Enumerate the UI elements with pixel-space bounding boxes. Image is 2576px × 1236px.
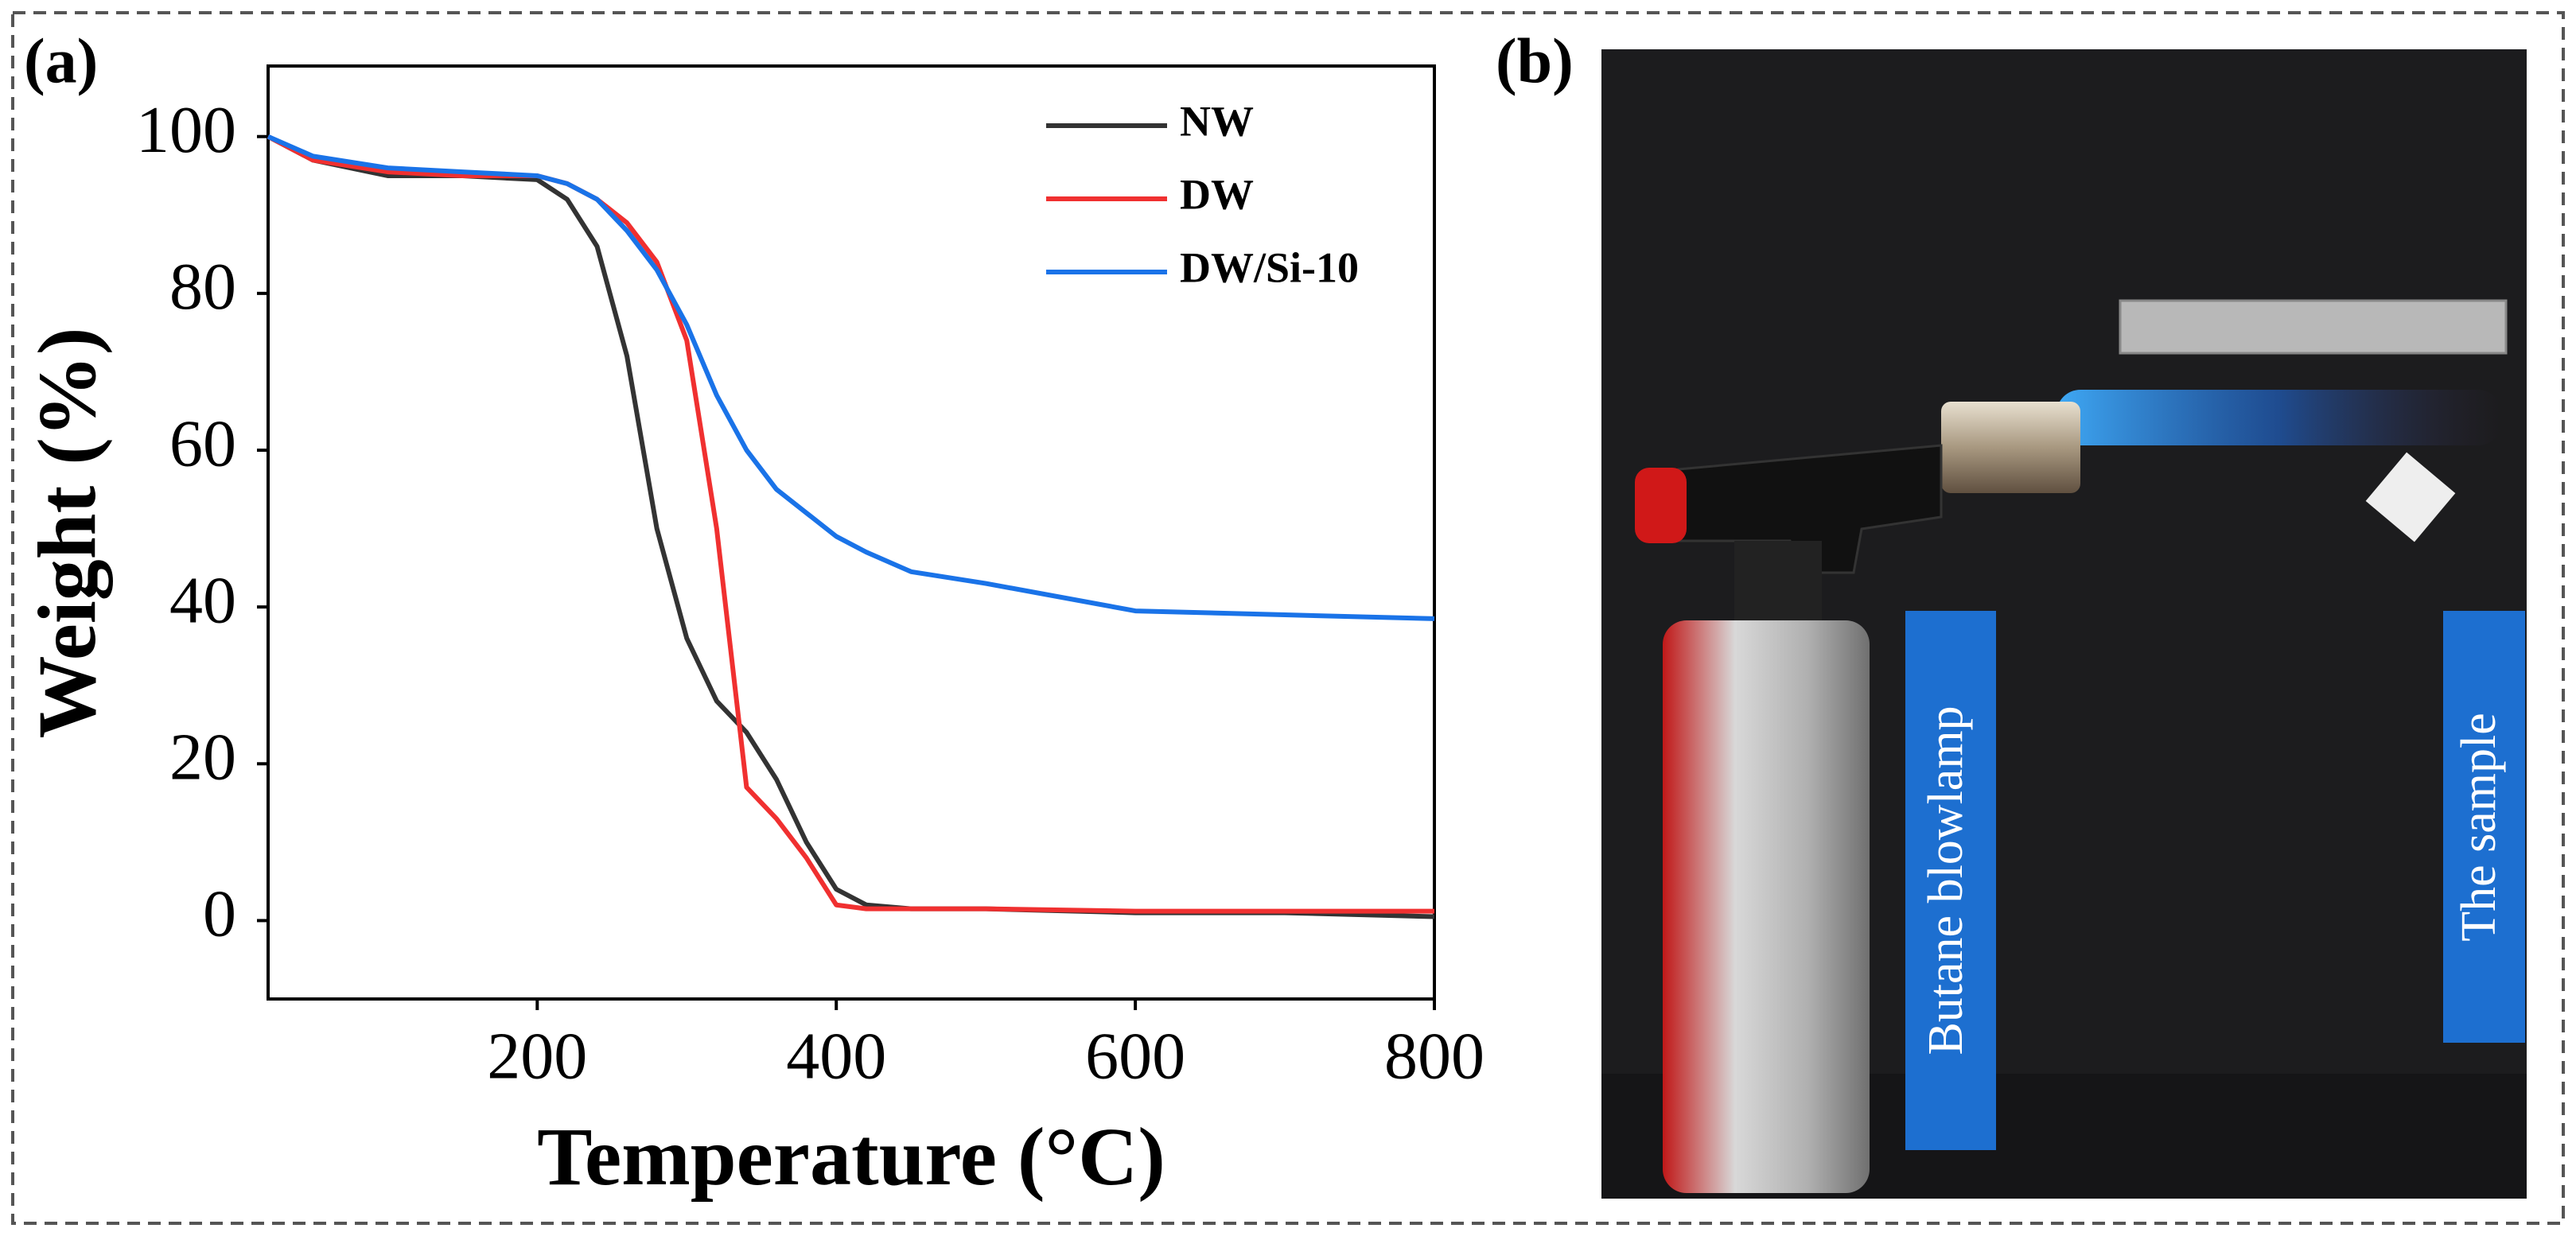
legend-label: DW/Si-10 <box>1180 243 1359 291</box>
legend-label: NW <box>1180 97 1254 145</box>
ruler <box>2119 299 2508 355</box>
photo-label: The sample <box>2452 713 2506 942</box>
torch-nozzle <box>1941 402 2080 493</box>
x-tick-label: 200 <box>487 1019 587 1093</box>
label-box <box>1905 611 1996 1150</box>
panel-label: (a) <box>24 26 98 96</box>
y-tick-label: 40 <box>169 563 236 637</box>
y-tick-label: 0 <box>203 877 236 951</box>
y-tick-label: 60 <box>169 406 236 480</box>
flame <box>2057 390 2502 445</box>
x-axis-title: Temperature (°C) <box>537 1111 1165 1203</box>
torch-knob <box>1635 468 1687 543</box>
x-tick-label: 400 <box>786 1019 886 1093</box>
label-box <box>2443 611 2525 1043</box>
data-line <box>267 134 1435 621</box>
chart: Temperature (°C) Weight (%) 200 400 600 800… <box>21 64 1485 1203</box>
y-tick-label: 80 <box>169 250 236 324</box>
data-line <box>267 134 1434 914</box>
y-tick-label: 20 <box>169 721 236 795</box>
panel-label: (b) <box>1496 26 1574 96</box>
legend-label: DW <box>1180 170 1254 218</box>
x-tick-label: 600 <box>1085 1019 1185 1093</box>
x-tick-label: 800 <box>1384 1019 1485 1093</box>
y-axis-title: Weight (%) <box>21 327 113 738</box>
figure-border <box>11 11 2565 1225</box>
photo: Butane blowlamp The sample <box>1601 49 2527 1199</box>
photo-label: Butane blowlamp <box>1919 705 1973 1055</box>
sample <box>2365 452 2456 542</box>
gas-can <box>1663 620 1870 1193</box>
plot-frame <box>267 64 1436 1001</box>
torch-neck <box>1734 541 1822 632</box>
y-tick-label: 100 <box>136 93 236 167</box>
